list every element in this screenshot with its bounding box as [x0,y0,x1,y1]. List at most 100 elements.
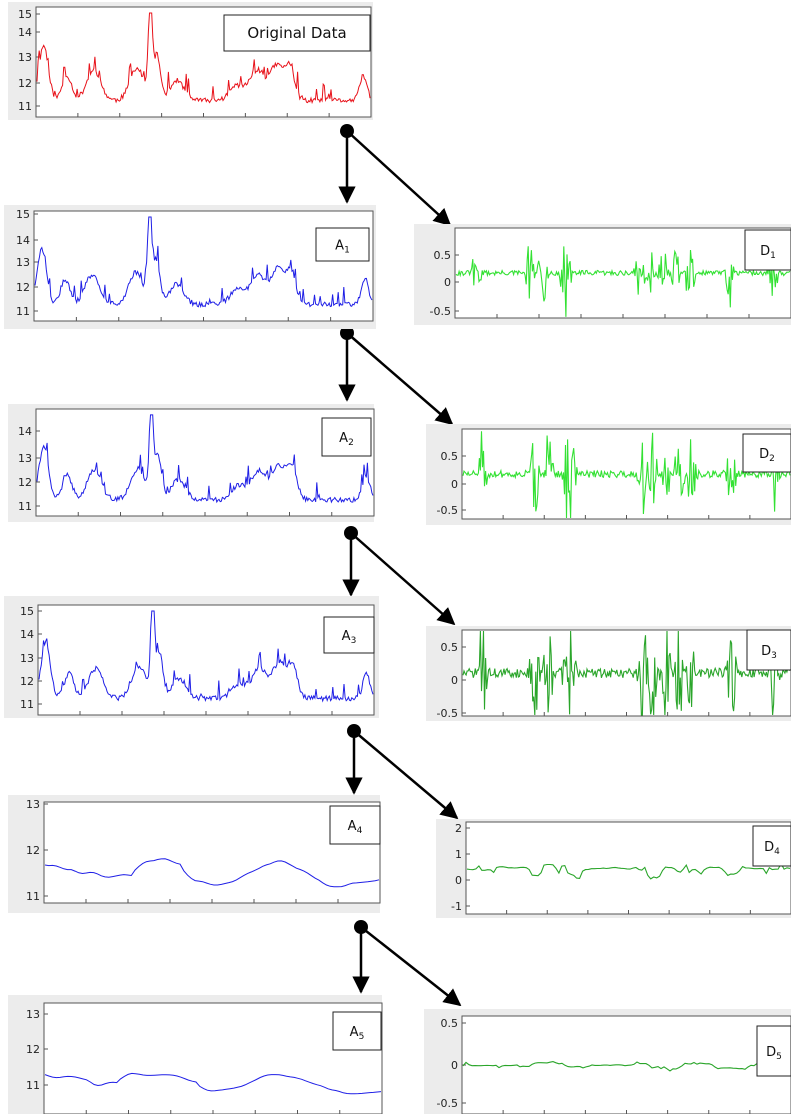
y-tick-label: 12 [26,844,40,857]
label-text: A5 [350,1025,365,1042]
plot-d3: 0.5 0 -0.5 D3 [426,626,791,721]
decomposition-node-4 [345,724,459,820]
label-subscript: 3 [351,636,357,646]
label-text: D5 [766,1045,782,1062]
signal-trace [36,12,371,105]
y-tick-label: 11 [26,890,40,903]
signal-trace [38,610,374,703]
y-tick-label: 13 [16,256,30,269]
label-text: D3 [761,644,777,661]
label-subscript: 4 [774,847,780,857]
label-main: D [761,644,771,659]
label-subscript: 1 [344,246,350,256]
label-box [223,14,371,52]
y-tick-label: 0.5 [441,641,459,654]
node-dot [340,124,354,138]
label-subscript: 2 [769,454,775,464]
label-subscript: 5 [776,1052,782,1062]
label-box [332,1011,382,1051]
plot-d2: 0.5 0 -0.5 D2 [426,424,791,525]
label-text: A4 [348,819,363,836]
y-tick-label: 13 [18,51,32,64]
signal-trace [455,246,791,317]
label-text: A3 [342,629,357,646]
plot-d4: 2 1 0 -1 D4 [436,819,791,918]
signal-trace [462,431,791,519]
decomposition-node-1 [338,124,452,227]
node-dot [347,724,361,738]
decomposition-arrows [338,124,462,1007]
label-main: A [350,1025,359,1040]
y-tick-label: 11 [18,500,32,513]
decomposition-node-2 [338,326,454,426]
y-tick-label: 14 [18,425,32,438]
y-tick-label: 0 [451,478,458,491]
label-text: Original Data [247,24,346,42]
label-box [329,805,381,845]
y-tick-label: 12 [20,675,34,688]
label-box [315,227,370,262]
y-tick-label: 0 [455,874,462,887]
y-tick-label: 0 [451,674,458,687]
y-tick-label: -0.5 [437,707,458,720]
axes-box [454,227,791,319]
axes-box [465,821,791,915]
plot-a3: 15 14 13 12 11 A3 [4,596,379,718]
axes-box [37,604,375,716]
label-subscript: 4 [357,826,363,836]
y-tick-label: 0 [451,1059,458,1072]
plot-d5: 0.5 0 -0.5 D5 [424,1009,791,1114]
label-subscript: 5 [359,1032,365,1042]
label-text: D4 [764,840,780,857]
y-tick-label: 0.5 [441,450,459,463]
label-main: Original Data [247,24,346,42]
y-tick-label: 15 [16,208,30,221]
y-tick-label: 11 [16,305,30,318]
plot-original: 15 14 13 12 11 Original Data [8,2,373,120]
label-main: A [339,431,348,446]
y-tick-label: 0.5 [441,1017,459,1030]
y-tick-label: 13 [18,452,32,465]
signal-trace [44,858,380,888]
y-tick-label: 1 [455,848,462,861]
label-main: A [335,239,344,254]
y-tick-label: 12 [18,77,32,90]
y-tick-label: 0 [444,276,451,289]
node-dot [354,920,368,934]
detail-arrow [350,532,456,626]
y-tick-label: 11 [18,100,32,113]
label-main: D [760,244,770,259]
plot-a5: 13 12 11 A5 [8,995,383,1114]
y-tick-label: 14 [20,628,34,641]
label-box [742,433,791,473]
y-tick-label: -0.5 [437,1097,458,1110]
label-box [323,616,375,654]
node-dot [344,526,358,540]
label-text: A1 [335,239,350,256]
label-main: D [764,840,774,855]
y-tick-label: 11 [26,1079,40,1092]
plot-a1: 15 14 13 12 11 A1 [4,205,376,329]
axes-box [43,1002,383,1114]
y-tick-label: 12 [18,476,32,489]
y-tick-label: -0.5 [430,305,451,318]
decomposition-node-3 [342,526,456,626]
node-dot [340,326,354,340]
y-tick-label: 12 [16,281,30,294]
signal-trace [36,414,374,504]
label-subscript: 2 [348,438,354,448]
label-box [752,825,791,867]
y-tick-label: 15 [18,8,32,21]
label-main: A [342,629,351,644]
label-text: D2 [759,447,775,464]
label-box [746,629,791,671]
y-tick-label: 13 [20,652,34,665]
y-tick-label: 13 [26,1008,40,1021]
y-tick-label: 12 [26,1043,40,1056]
y-tick-label: 0.5 [434,249,452,262]
detail-arrow [346,332,454,426]
detail-arrow [353,730,459,820]
signal-trace [44,1072,382,1095]
label-box [321,417,372,457]
